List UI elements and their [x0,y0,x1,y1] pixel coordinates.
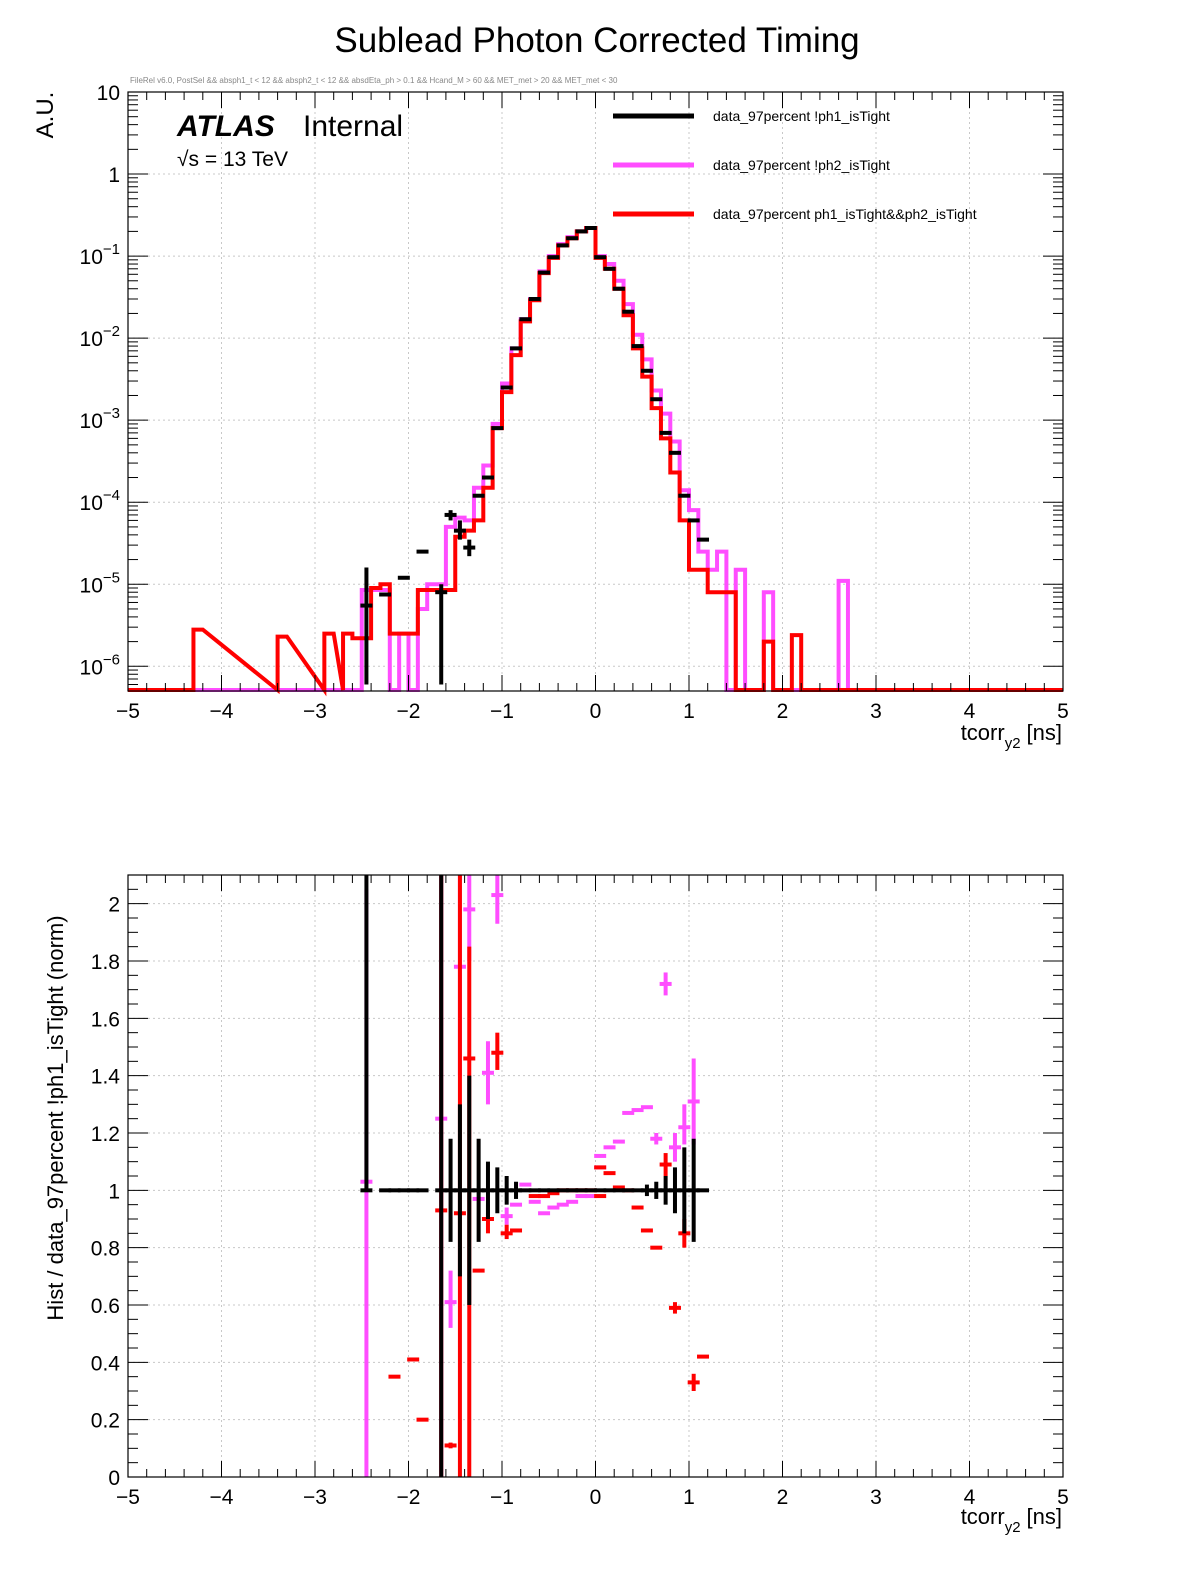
main-y-tick-label: 1 [108,164,120,187]
ratio-x-tick-label: 1 [683,1486,695,1509]
ratio-x-tick-label: −5 [116,1486,140,1509]
ratio-y-tick-label: 1 [108,1180,120,1203]
main-y-tick-base: 10 [80,246,103,269]
ratio-x-tick-label: −4 [210,1486,234,1509]
main-y-tick-label: 10−2 [80,323,120,351]
main-y-tick-exp: −2 [103,323,120,340]
atlas-label: ATLAS [176,110,275,143]
ratio-y-tick-label: 0.6 [91,1295,120,1318]
ratio-x-tick-label: 0 [590,1486,602,1509]
main-x-axis-label-sub: y2 [1005,735,1021,752]
main-x-tick-label: 4 [964,700,976,723]
main-y-tick-exp: −5 [103,569,120,586]
main-x-tick-label: −1 [490,700,514,723]
main-y-tick-base: 10 [80,410,103,433]
ratio-y-tick-label: 1.8 [91,951,120,974]
main-x-tick-label: 1 [683,700,695,723]
main-x-axis-label-main: tcorr [961,720,1005,745]
main-y-tick-exp: −6 [103,651,120,668]
selection-note: FileRel v6.0, PostSel && absph1_t < 12 &… [130,76,618,85]
main-y-tick-label: 10−5 [80,569,120,597]
legend: data_97percent !ph1_isTight data_97percen… [613,108,977,222]
figure-title: Sublead Photon Corrected Timing [334,21,859,60]
main-y-tick-base: 10 [80,492,103,515]
main-plot-axes: −5 −4 −3 −2 −1 0 1 2 3 4 510110−110−210−310−410−51… [80,82,1069,723]
ratio-y-tick-label: 0.2 [91,1410,120,1433]
main-y-axis-label: A.U. [32,92,59,139]
main-plot-frame [127,91,1064,692]
ratio-y-tick-label: 1.6 [91,1008,120,1031]
main-y-tick-label: 10−1 [80,241,120,269]
main-y-tick-base: 10 [80,656,103,679]
ratio-x-tick-label: −2 [397,1486,421,1509]
main-x-tick-label: 5 [1057,700,1069,723]
ratio-x-tick-label: 3 [870,1486,882,1509]
ratio-x-axis-label-sub: y2 [1005,1519,1021,1536]
main-y-tick-label: 10−6 [80,651,120,679]
main-x-tick-label: 3 [870,700,882,723]
main-y-tick-label: 10−3 [80,405,120,433]
main-x-tick-label: −2 [397,700,421,723]
main-y-tick-exp: −1 [103,241,120,258]
main-x-tick-label: 0 [590,700,602,723]
legend-label-0: data_97percent !ph1_isTight [713,108,890,124]
main-plot-grid [128,92,1063,691]
ratio-y-tick-label: 2 [108,894,120,917]
main-x-tick-label: −5 [116,700,140,723]
energy-label: √s = 13 TeV [177,148,288,171]
ratio-x-tick-label: −3 [303,1486,327,1509]
main-x-tick-label: −3 [303,700,327,723]
legend-label-2: data_97percent ph1_isTight&&ph2_isTight [713,206,977,222]
main-y-tick-base: 10 [80,574,103,597]
main-y-tick-label: 10−4 [80,487,120,515]
main-x-tick-label: −4 [210,700,234,723]
ratio-x-axis-label-unit: [ns] [1027,1504,1062,1529]
ratio-x-tick-label: 5 [1057,1486,1069,1509]
ratio-plot-axes: −5 −4 −3 −2 −1 0 1 2 3 4 5 0 0.2 0.4 0.6 0.8 1 1.2 1.4 1.6 1… [91,875,1069,1509]
main-y-tick-label: 10 [97,82,120,105]
ratio-x-tick-label: 2 [777,1486,789,1509]
main-x-tick-label: 2 [777,700,789,723]
main-plot-series [128,225,1063,697]
main-x-axis-label-unit: [ns] [1027,720,1062,745]
main-y-tick-base: 10 [80,328,103,351]
ratio-plot-series [360,875,710,1477]
ratio-x-axis-label: tcorry2 [ns] [961,1504,1062,1536]
main-x-axis-label: tcorry2 [ns] [961,720,1062,752]
ratio-plot-grid [128,875,1063,1477]
ratio-x-tick-label: 4 [964,1486,976,1509]
ratio-y-axis-label: Hist / data_97percent !ph1_isTight (norm… [43,915,68,1320]
ratio-y-tick-label: 1.2 [91,1123,120,1146]
internal-label: Internal [303,110,403,143]
ratio-y-tick-label: 1.4 [91,1066,121,1089]
ratio-y-tick-label: 0.4 [91,1352,121,1375]
ratio-y-tick-label: 0.8 [91,1238,120,1261]
ratio-x-axis-label-main: tcorr [961,1504,1005,1529]
ratio-y-tick-label: 0 [108,1467,120,1490]
main-y-tick-exp: −3 [103,405,120,422]
main-y-tick-exp: −4 [103,487,120,504]
ratio-x-tick-label: −1 [490,1486,514,1509]
legend-label-1: data_97percent !ph2_isTight [713,157,890,173]
